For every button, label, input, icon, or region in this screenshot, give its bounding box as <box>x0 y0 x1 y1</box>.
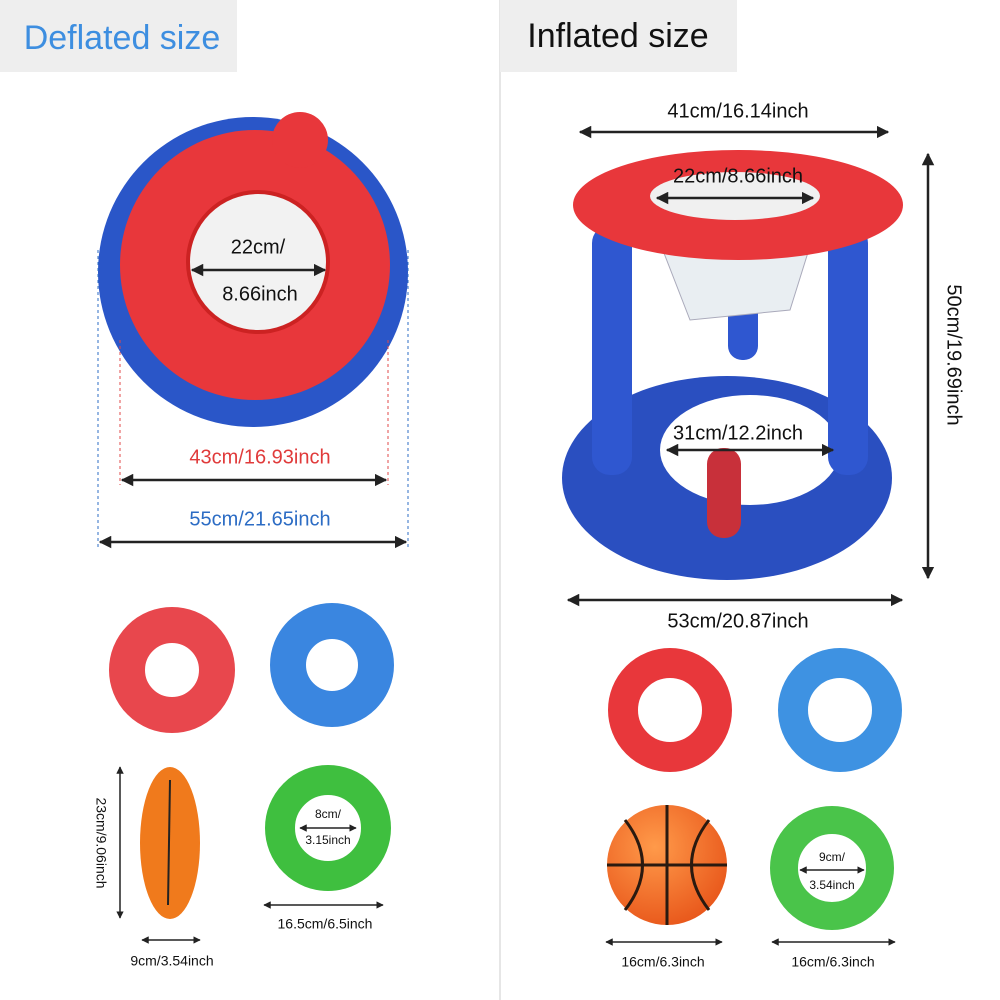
dim-label: 22cm/8.66inch <box>673 165 803 187</box>
dim-label: 9cm/3.54inch <box>130 953 213 969</box>
dim-label: 8cm/ <box>315 807 342 821</box>
red-ring <box>608 648 732 772</box>
red-ring <box>109 607 235 733</box>
dim-label: 50cm/19.69inch <box>943 284 965 425</box>
dim-label: 16cm/6.3inch <box>791 954 874 970</box>
green-ring <box>770 806 894 930</box>
deflated-fold <box>272 112 328 168</box>
deflated-ball <box>140 767 200 919</box>
dim-label: 55cm/21.65inch <box>189 508 330 530</box>
header-bg <box>500 0 737 72</box>
dim-label: 16cm/6.3inch <box>621 954 704 970</box>
dim-label: 9cm/ <box>819 850 846 864</box>
peg <box>707 448 741 538</box>
section-title: Deflated size <box>24 19 221 57</box>
blue-ring <box>270 603 394 727</box>
dim-label: 43cm/16.93inch <box>189 446 330 468</box>
header-bg <box>0 0 237 72</box>
green-ring <box>265 765 391 891</box>
seam <box>167 779 171 906</box>
dim-label: 22cm/ <box>231 236 286 258</box>
dim-label: 31cm/12.2inch <box>673 422 803 444</box>
post <box>592 225 632 475</box>
dim-label: 3.15inch <box>305 833 350 847</box>
dim-label: 53cm/20.87inch <box>667 610 808 632</box>
dim-label: 23cm/9.06inch <box>93 797 109 888</box>
dim-label: 41cm/16.14inch <box>667 100 808 122</box>
net-opening <box>186 190 330 334</box>
dim-label: 16.5cm/6.5inch <box>278 916 373 932</box>
post <box>828 225 868 475</box>
ball-lines <box>607 805 727 925</box>
section-title: Inflated size <box>527 17 708 55</box>
dim-label: 3.54inch <box>809 878 854 892</box>
dim-label: 8.66inch <box>222 283 298 305</box>
blue-ring <box>778 648 902 772</box>
